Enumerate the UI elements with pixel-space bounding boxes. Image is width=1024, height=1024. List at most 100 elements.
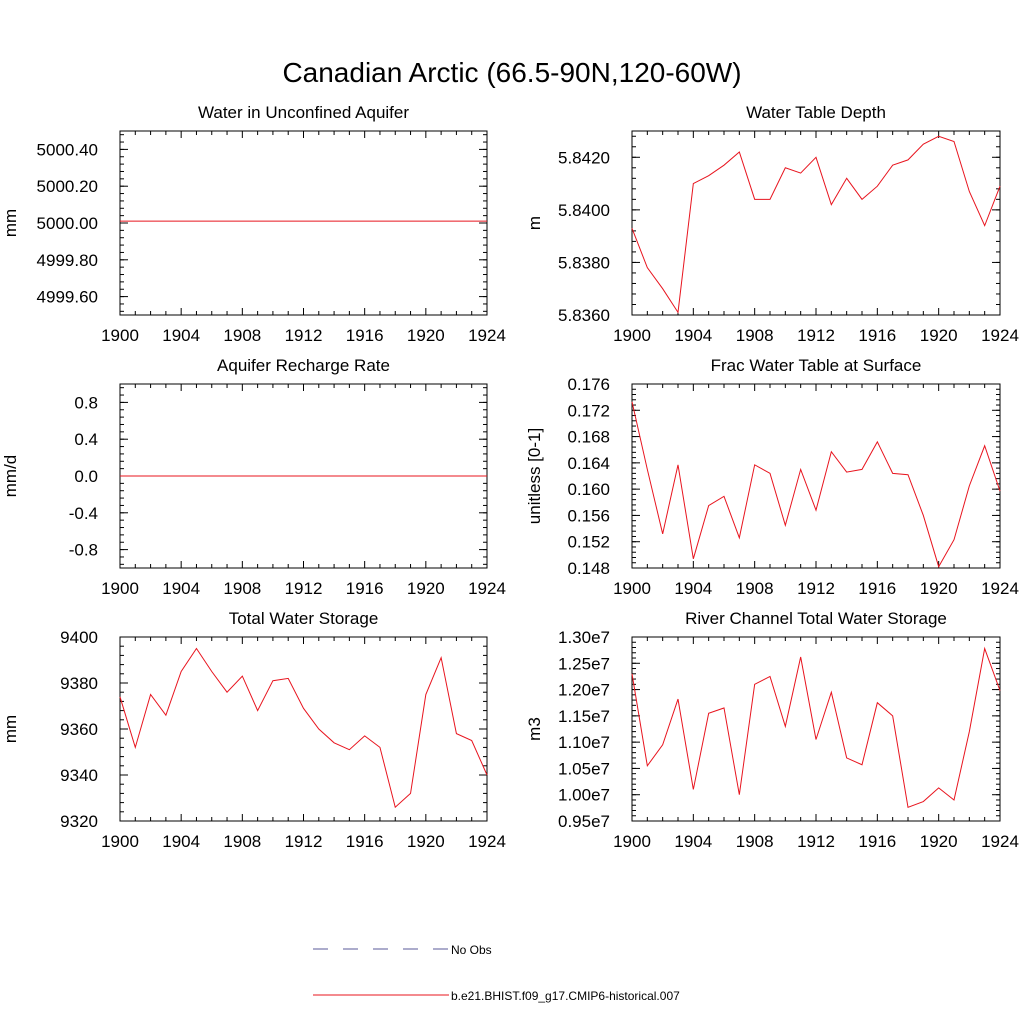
y-tick-label: 1.20e7: [558, 681, 610, 700]
x-tick-label: 1924: [981, 579, 1019, 598]
x-tick-label: 1908: [736, 326, 774, 345]
y-axis-label: mm: [1, 715, 20, 743]
y-tick-label: 5.8380: [558, 253, 610, 272]
x-tick-label: 1920: [407, 832, 445, 851]
series-line: [631, 401, 1001, 568]
x-tick-label: 1916: [346, 832, 384, 851]
plot-frame: [119, 130, 488, 316]
x-tick-label: 1900: [613, 832, 651, 851]
x-tick-label: 1920: [407, 579, 445, 598]
x-tick-label: 1924: [981, 326, 1019, 345]
y-tick-label: 1.30e7: [558, 628, 610, 647]
plot-frame: [631, 636, 1001, 822]
series-line: [631, 646, 1001, 809]
y-tick-label: 0.152: [567, 533, 610, 552]
x-tick-label: 1904: [674, 579, 712, 598]
x-tick-label: 1912: [285, 326, 323, 345]
x-tick-label: 1904: [162, 579, 200, 598]
y-tick-label: 0.156: [567, 506, 610, 525]
y-tick-label: 0.168: [567, 428, 610, 447]
y-tick-label: 0.8: [74, 393, 98, 412]
x-tick-label: 1912: [285, 579, 323, 598]
y-axis-label: mm: [1, 209, 20, 237]
panel-title: Aquifer Recharge Rate: [217, 356, 390, 375]
x-tick-label: 1908: [736, 832, 774, 851]
y-tick-label: 9380: [60, 674, 98, 693]
panel-6: River Channel Total Water Storage m3 1900 1…: [525, 609, 1019, 851]
x-tick-label: 1900: [101, 326, 139, 345]
y-tick-label: 0.160: [567, 480, 610, 499]
x-tick-label: 1904: [162, 832, 200, 851]
x-tick-label: 1920: [920, 832, 958, 851]
x-tick-label: 1916: [346, 579, 384, 598]
y-axis-label: m: [525, 216, 544, 230]
x-tick-label: 1920: [920, 326, 958, 345]
x-tick-label: 1916: [858, 326, 896, 345]
panel-title: Total Water Storage: [229, 609, 379, 628]
legend-label-model: b.e21.BHIST.f09_g17.CMIP6-historical.007: [451, 989, 680, 1003]
panel-title: River Channel Total Water Storage: [685, 609, 947, 628]
y-tick-label: 5000.40: [37, 140, 98, 159]
plot-frame: [119, 636, 488, 822]
x-tick-label: 1916: [346, 326, 384, 345]
x-tick-label: 1912: [797, 579, 835, 598]
y-tick-label: 0.148: [567, 559, 610, 578]
y-tick-label: 5.8360: [558, 306, 610, 325]
x-tick-label: 1908: [223, 326, 261, 345]
series-line: [119, 647, 488, 809]
x-tick-label: 1900: [613, 579, 651, 598]
x-tick-label: 1900: [101, 832, 139, 851]
y-tick-label: -0.8: [69, 541, 98, 560]
x-tick-label: 1904: [162, 326, 200, 345]
x-tick-label: 1924: [981, 832, 1019, 851]
x-tick-label: 1904: [674, 326, 712, 345]
y-tick-label: 1.05e7: [558, 759, 610, 778]
x-tick-label: 1916: [858, 832, 896, 851]
x-tick-label: 1924: [468, 326, 506, 345]
y-tick-label: 5000.00: [37, 214, 98, 233]
panel-title: Frac Water Table at Surface: [711, 356, 922, 375]
panel-2: Water Table Depth m 1900 1904 1908 1912 1916 19…: [525, 103, 1019, 345]
y-tick-label: 0.164: [567, 454, 610, 473]
y-tick-label: 0.0: [74, 467, 98, 486]
legend-label-no-obs: No Obs: [451, 943, 492, 957]
panel-4: Frac Water Table at Surface unitless [0-1…: [525, 356, 1019, 598]
y-tick-label: 0.95e7: [558, 812, 610, 831]
x-tick-label: 1904: [674, 832, 712, 851]
panel-title: Water in Unconfined Aquifer: [198, 103, 409, 122]
x-tick-label: 1920: [920, 579, 958, 598]
x-tick-label: 1908: [223, 579, 261, 598]
y-tick-label: 9340: [60, 766, 98, 785]
y-tick-label: 0.176: [567, 375, 610, 394]
panel-1: Water in Unconfined Aquifer mm 1900 1904 190…: [1, 103, 506, 345]
y-axis-label: mm/d: [1, 455, 20, 498]
x-tick-label: 1908: [223, 832, 261, 851]
figure-title: Canadian Arctic (66.5-90N,120-60W): [282, 57, 741, 88]
y-tick-label: 0.4: [74, 430, 98, 449]
y-tick-label: 9320: [60, 812, 98, 831]
series-line: [631, 135, 1001, 314]
y-tick-label: 1.15e7: [558, 707, 610, 726]
x-tick-label: 1900: [613, 326, 651, 345]
y-axis-label: unitless [0-1]: [525, 428, 544, 524]
y-tick-label: 9400: [60, 628, 98, 647]
x-tick-label: 1924: [468, 579, 506, 598]
y-tick-label: -0.4: [69, 504, 98, 523]
y-tick-label: 4999.60: [37, 288, 98, 307]
panel-3: Aquifer Recharge Rate mm/d 1900 1904 1908 191…: [1, 356, 506, 598]
x-tick-label: 1908: [736, 579, 774, 598]
y-tick-label: 0.172: [567, 401, 610, 420]
y-tick-label: 5.8400: [558, 201, 610, 220]
panel-5: Total Water Storage mm 1900 1904 1908 1912 191…: [1, 609, 506, 851]
y-tick-label: 5000.20: [37, 177, 98, 196]
y-tick-label: 1.10e7: [558, 733, 610, 752]
x-tick-label: 1912: [797, 832, 835, 851]
y-axis-label: m3: [525, 717, 544, 741]
y-tick-label: 5.8420: [558, 148, 610, 167]
x-tick-label: 1920: [407, 326, 445, 345]
panel-title: Water Table Depth: [746, 103, 886, 122]
x-tick-label: 1900: [101, 579, 139, 598]
x-tick-label: 1924: [468, 832, 506, 851]
plot-frame: [631, 383, 1001, 569]
